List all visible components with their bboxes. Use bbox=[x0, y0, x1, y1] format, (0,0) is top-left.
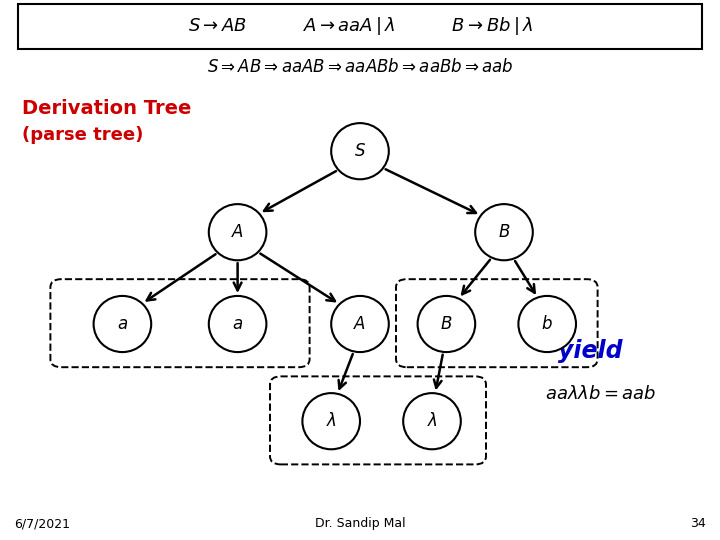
Text: $b$: $b$ bbox=[541, 315, 553, 333]
Ellipse shape bbox=[403, 393, 461, 449]
Text: $S \rightarrow AB$          $A \rightarrow aaA\,|\,\lambda$          $B \rightar: $S \rightarrow AB$ $A \rightarrow aaA\,|… bbox=[187, 16, 533, 37]
Text: $A$: $A$ bbox=[354, 315, 366, 333]
Text: yield: yield bbox=[558, 339, 623, 363]
Text: $S \Rightarrow AB \Rightarrow aaAB \Rightarrow aaABb \Rightarrow aaBb \Rightarro: $S \Rightarrow AB \Rightarrow aaAB \Righ… bbox=[207, 58, 513, 77]
Text: $B$: $B$ bbox=[498, 223, 510, 241]
Text: (parse tree): (parse tree) bbox=[22, 126, 143, 144]
Text: $A$: $A$ bbox=[231, 223, 244, 241]
Ellipse shape bbox=[418, 296, 475, 352]
FancyBboxPatch shape bbox=[18, 4, 702, 49]
Ellipse shape bbox=[209, 204, 266, 260]
Text: $B$: $B$ bbox=[440, 315, 453, 333]
Ellipse shape bbox=[331, 123, 389, 179]
Text: $a$: $a$ bbox=[117, 315, 128, 333]
Ellipse shape bbox=[518, 296, 576, 352]
Text: $λ$: $λ$ bbox=[426, 412, 438, 430]
Ellipse shape bbox=[94, 296, 151, 352]
Ellipse shape bbox=[475, 204, 533, 260]
Text: 6/7/2021: 6/7/2021 bbox=[14, 517, 71, 530]
Ellipse shape bbox=[331, 296, 389, 352]
Text: $aa\lambda\lambda b = aab$: $aa\lambda\lambda b = aab$ bbox=[546, 385, 657, 403]
Text: $λ$: $λ$ bbox=[325, 412, 337, 430]
Ellipse shape bbox=[302, 393, 360, 449]
Text: $a$: $a$ bbox=[232, 315, 243, 333]
Text: Dr. Sandip Mal: Dr. Sandip Mal bbox=[315, 517, 405, 530]
Ellipse shape bbox=[209, 296, 266, 352]
Text: 34: 34 bbox=[690, 517, 706, 530]
Text: $S$: $S$ bbox=[354, 142, 366, 160]
Text: Derivation Tree: Derivation Tree bbox=[22, 98, 191, 118]
